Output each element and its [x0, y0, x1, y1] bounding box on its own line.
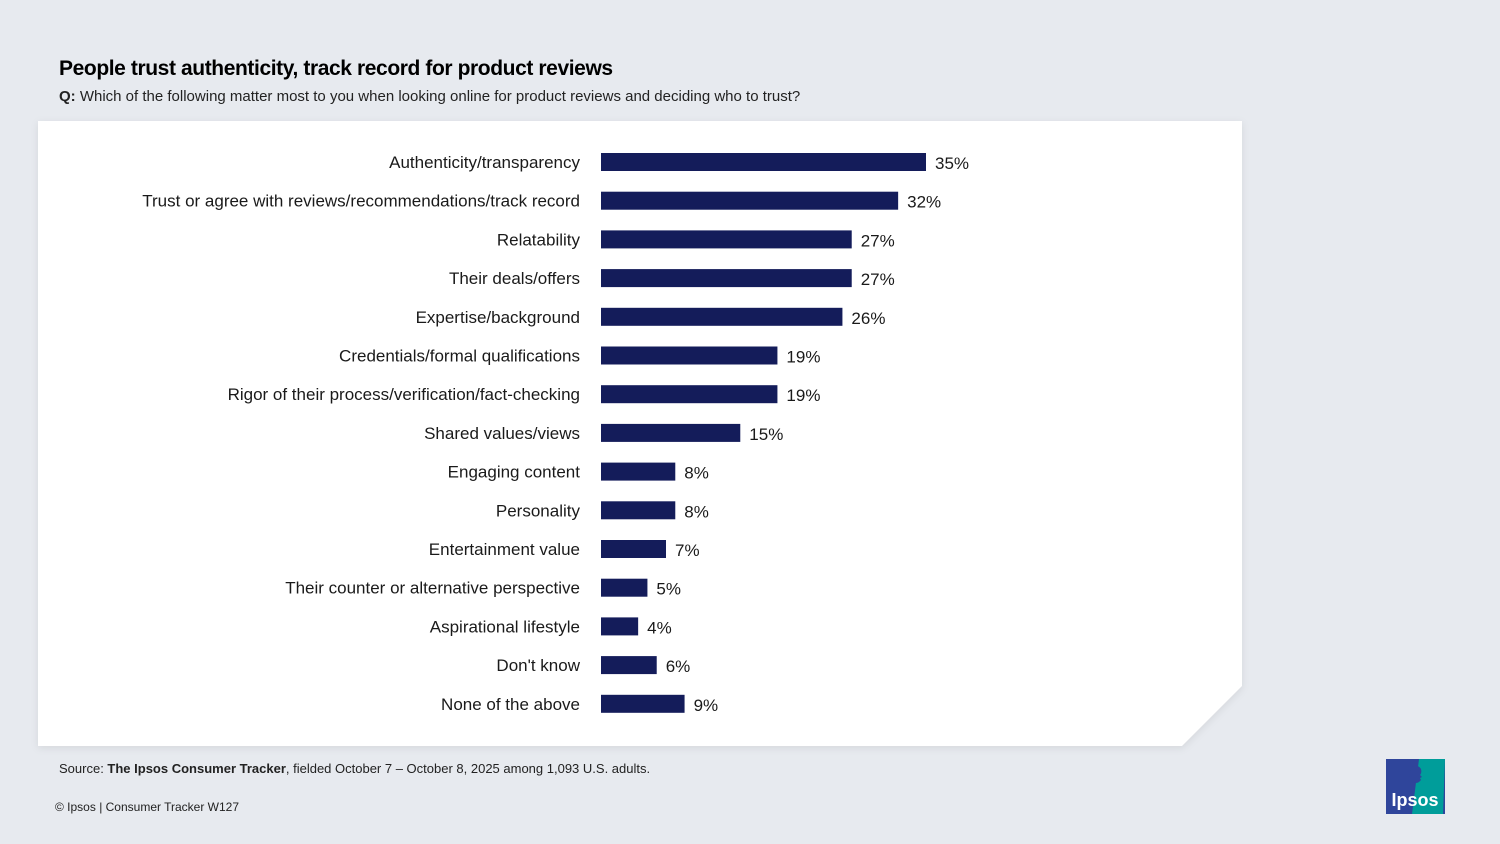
value-label: 27% [861, 270, 895, 289]
bar [601, 656, 657, 675]
bar [601, 153, 926, 171]
value-label: 32% [907, 193, 941, 212]
chart-title: People trust authenticity, track record … [59, 57, 613, 80]
value-label: 7% [675, 541, 700, 560]
bar [601, 346, 778, 365]
category-label: Entertainment value [429, 540, 580, 559]
value-label: 15% [749, 425, 783, 444]
category-label: Authenticity/transparency [389, 153, 580, 172]
svg-text:Ipsos: Ipsos [1391, 790, 1438, 810]
value-label: 8% [684, 502, 709, 521]
bar [601, 269, 852, 288]
category-label: Aspirational lifestyle [430, 617, 580, 636]
bar [601, 462, 676, 481]
category-label: Expertise/background [416, 308, 580, 327]
source-prefix: Source: [59, 761, 108, 776]
value-label: 6% [666, 657, 691, 676]
bar [601, 501, 676, 520]
category-label: Personality [496, 501, 581, 520]
value-label: 4% [647, 618, 672, 637]
bar [601, 617, 639, 636]
category-label: Trust or agree with reviews/recommendati… [142, 192, 580, 211]
value-label: 26% [851, 309, 885, 328]
category-label: Credentials/formal qualifications [339, 347, 580, 366]
bar [601, 540, 666, 558]
bar [601, 423, 741, 442]
value-label: 5% [656, 580, 681, 599]
category-label: None of the above [441, 695, 580, 714]
category-label: Their deals/offers [449, 269, 580, 288]
value-label: 19% [786, 348, 820, 367]
value-label: 27% [861, 231, 895, 250]
chart-question: Q: Which of the following matter most to… [59, 88, 800, 105]
category-label: Relatability [497, 230, 581, 249]
value-label: 9% [694, 696, 719, 715]
bar [601, 578, 648, 597]
category-label: Shared values/views [424, 424, 580, 443]
category-label: Engaging content [448, 463, 581, 482]
copyright: © Ipsos | Consumer Tracker W127 [55, 800, 240, 814]
bar [601, 230, 852, 249]
source-note: Source: The Ipsos Consumer Tracker, fiel… [59, 761, 650, 776]
bar [601, 694, 685, 713]
category-label: Rigor of their process/verification/fact… [228, 385, 580, 404]
bar [601, 385, 778, 404]
value-label: 19% [786, 386, 820, 405]
source-details: , fielded October 7 – October 8, 2025 am… [285, 761, 651, 776]
bar [601, 191, 899, 210]
value-label: 35% [935, 154, 969, 173]
category-label: Their counter or alternative perspective [285, 579, 580, 598]
category-label: Don't know [496, 656, 580, 675]
question-prefix: Q: [59, 88, 76, 105]
bar [601, 307, 843, 326]
ipsos-logo: Ipsos [1386, 759, 1445, 814]
question-text: Which of the following matter most to yo… [79, 88, 801, 105]
value-label: 8% [684, 464, 709, 483]
source-name: The Ipsos Consumer Tracker [107, 761, 286, 776]
